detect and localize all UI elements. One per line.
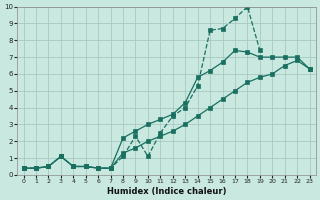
X-axis label: Humidex (Indice chaleur): Humidex (Indice chaleur) [107,187,226,196]
